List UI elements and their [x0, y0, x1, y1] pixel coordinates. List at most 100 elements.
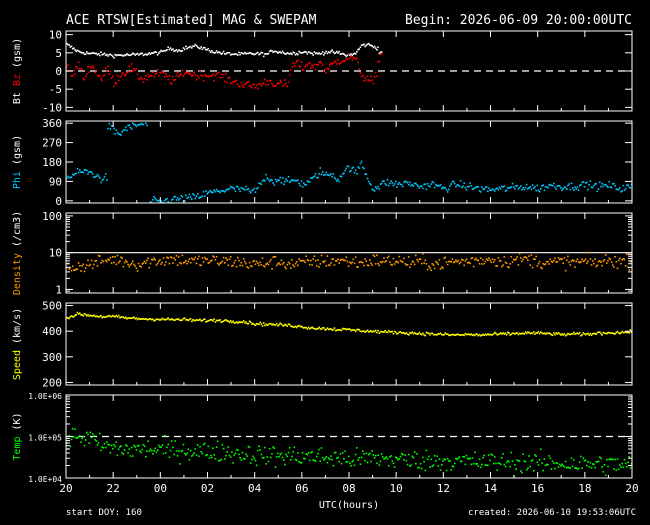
- phi-point: [208, 190, 211, 193]
- speed-point: [208, 319, 211, 322]
- phi-point: [560, 187, 562, 189]
- phi-point: [405, 180, 408, 183]
- bz-point: [357, 61, 359, 64]
- density-point: [247, 267, 250, 269]
- bt-point: [170, 49, 173, 51]
- temp-point: [510, 451, 513, 454]
- bz-point: [93, 67, 95, 69]
- phi-point: [372, 189, 375, 191]
- density-point: [595, 265, 597, 268]
- speed-point: [181, 319, 184, 321]
- speed-point: [551, 334, 554, 337]
- phi-point: [502, 186, 504, 188]
- phi-point: [307, 181, 310, 183]
- speed-point: [239, 321, 241, 324]
- density-point: [593, 262, 595, 265]
- density-point: [82, 263, 85, 266]
- phi-point: [453, 182, 456, 185]
- density-point: [475, 257, 477, 260]
- density-point: [248, 261, 251, 264]
- temp-point: [508, 460, 510, 463]
- speed-point: [295, 326, 298, 329]
- phi-point: [103, 175, 106, 178]
- temp-point: [488, 454, 490, 456]
- temp-point: [215, 446, 218, 448]
- speed-point: [541, 332, 543, 334]
- bt-point: [86, 51, 88, 53]
- temp-point: [222, 447, 225, 450]
- bz-point: [255, 84, 258, 87]
- speed-point: [499, 332, 502, 334]
- phi-point: [331, 175, 333, 178]
- temp-point: [228, 454, 231, 457]
- phi-point: [258, 182, 260, 185]
- bt-point: [90, 52, 93, 55]
- bz-point: [379, 53, 382, 55]
- temp-point: [370, 460, 372, 463]
- speed-point: [81, 313, 83, 316]
- speed-point: [496, 334, 498, 336]
- speed-point: [287, 323, 290, 325]
- bt-point: [69, 46, 72, 48]
- speed-point: [520, 333, 522, 335]
- density-point: [512, 258, 515, 261]
- temp-point: [300, 462, 303, 464]
- temp-point: [146, 450, 148, 453]
- temp-point: [176, 455, 179, 457]
- speed-point: [564, 334, 567, 337]
- density-point: [89, 263, 92, 266]
- speed-point: [540, 331, 542, 333]
- bt-point: [106, 53, 108, 56]
- temp-point: [529, 465, 531, 468]
- density-point: [456, 260, 458, 263]
- bz-point: [253, 83, 256, 86]
- speed-point: [241, 321, 244, 324]
- temp-point: [371, 450, 373, 452]
- bz-point: [180, 73, 182, 75]
- bz-point: [141, 78, 144, 81]
- density-point: [146, 259, 148, 262]
- bt-point: [149, 53, 152, 55]
- speed-point: [317, 327, 319, 330]
- phi-point: [264, 180, 266, 182]
- density-point: [358, 261, 360, 264]
- temp-point: [507, 459, 509, 462]
- speed-point: [432, 333, 435, 336]
- density-point: [254, 263, 257, 266]
- temp-point: [178, 450, 180, 452]
- density-point: [616, 267, 619, 270]
- bz-point: [303, 68, 305, 71]
- phi-point: [81, 171, 83, 173]
- speed-point: [255, 323, 258, 325]
- speed-point: [403, 332, 405, 334]
- speed-point: [96, 315, 99, 318]
- bt-point: [66, 42, 68, 45]
- density-point: [268, 260, 271, 263]
- bz-point: [239, 85, 241, 88]
- temp-point: [374, 454, 377, 457]
- density-point: [438, 259, 441, 261]
- bz-point: [360, 75, 363, 78]
- speed-point: [512, 332, 515, 335]
- density-point: [621, 258, 623, 261]
- temp-point: [606, 458, 608, 461]
- bt-point: [186, 47, 188, 50]
- phi-point: [540, 188, 542, 190]
- phi-point: [443, 187, 445, 189]
- temp-point: [403, 459, 405, 461]
- density-point: [84, 267, 87, 269]
- temp-point: [514, 463, 516, 466]
- phi-point: [117, 133, 120, 135]
- temp-point: [188, 459, 191, 461]
- temp-point: [477, 465, 480, 467]
- speed-point: [424, 334, 427, 337]
- density-point: [318, 266, 320, 268]
- temp-point: [208, 457, 211, 459]
- speed-point: [303, 327, 305, 329]
- phi-point: [281, 177, 284, 179]
- temp-point: [594, 466, 596, 469]
- bz-point: [152, 71, 154, 73]
- bz-point: [193, 71, 195, 74]
- temp-point: [181, 449, 184, 452]
- bz-point: [324, 68, 326, 71]
